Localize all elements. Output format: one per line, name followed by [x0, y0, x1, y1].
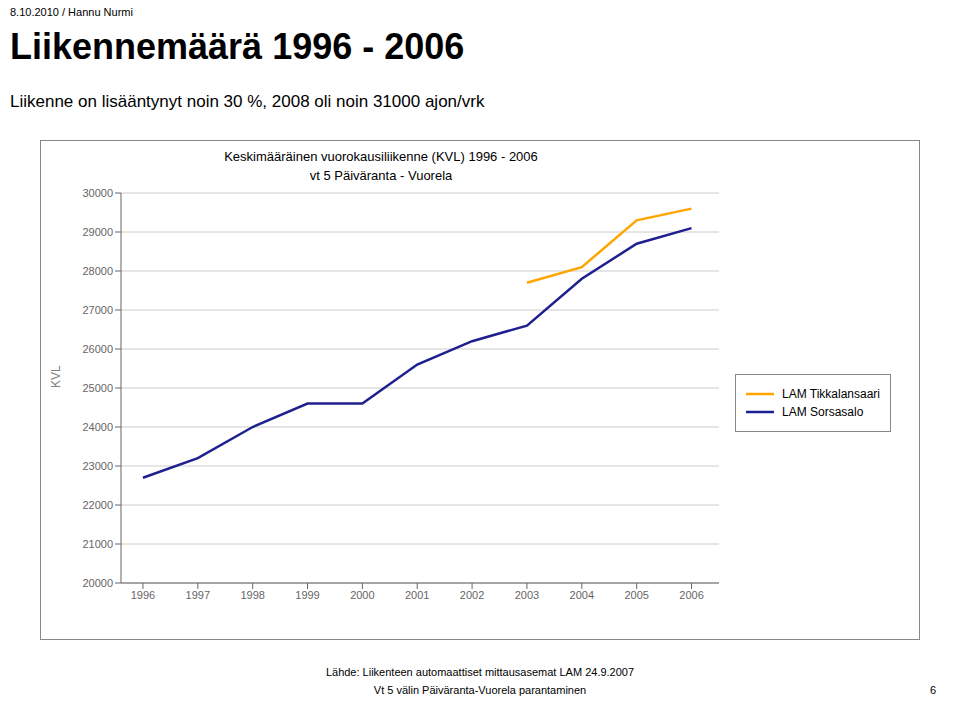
svg-text:24000: 24000 — [82, 421, 113, 433]
svg-text:2005: 2005 — [624, 589, 648, 601]
svg-text:30000: 30000 — [82, 187, 113, 199]
html-text:Liikennemäärä 1996 - 2006: Liikennemäärä 1996 - 2006 — [10, 26, 465, 67]
svg-text:2004: 2004 — [570, 589, 594, 601]
html-text:Vt 5 välin Päiväranta-Vuorela: Vt 5 välin Päiväranta-Vuorela parantamin… — [373, 684, 587, 696]
html-text:6: 6 — [929, 684, 936, 696]
svg-text:1997: 1997 — [186, 589, 210, 601]
svg-text:1996: 1996 — [131, 589, 155, 601]
html-text:Liikenne on lisääntynyt noin 3: Liikenne on lisääntynyt noin 30 %, 2008 … — [10, 92, 485, 111]
svg-text:28000: 28000 — [82, 265, 113, 277]
html-text:LAM Sorsasalo: LAM Sorsasalo — [782, 405, 864, 419]
svg-text:27000: 27000 — [82, 304, 113, 316]
svg-text:29000: 29000 — [82, 226, 113, 238]
svg-text:2000: 2000 — [350, 589, 374, 601]
html-text:LAM Tikkalansaari: LAM Tikkalansaari — [782, 387, 880, 401]
svg-text:26000: 26000 — [82, 343, 113, 355]
svg-text:22000: 22000 — [82, 499, 113, 511]
svg-text:25000: 25000 — [82, 382, 113, 394]
svg-text:21000: 21000 — [82, 538, 113, 550]
svg-text:KVL: KVL — [49, 365, 63, 388]
svg-text:2003: 2003 — [515, 589, 539, 601]
svg-text:2006: 2006 — [679, 589, 703, 601]
html-text:vt 5 Päiväranta - Vuorela: vt 5 Päiväranta - Vuorela — [309, 168, 453, 183]
svg-text:23000: 23000 — [82, 460, 113, 472]
html-text:Lähde: Liikenteen automaattise: Lähde: Liikenteen automaattiset mittausa… — [325, 666, 635, 678]
html-text:8.10.2010 / Hannu Nurmi: 8.10.2010 / Hannu Nurmi — [10, 6, 133, 18]
svg-text:2002: 2002 — [460, 589, 484, 601]
svg-text:20000: 20000 — [82, 577, 113, 589]
svg-text:1998: 1998 — [240, 589, 264, 601]
html-text:Keskimääräinen vuorokausiliike: Keskimääräinen vuorokausiliikenne (KVL) … — [224, 149, 538, 164]
svg-text:2001: 2001 — [405, 589, 429, 601]
svg-text:1999: 1999 — [295, 589, 319, 601]
